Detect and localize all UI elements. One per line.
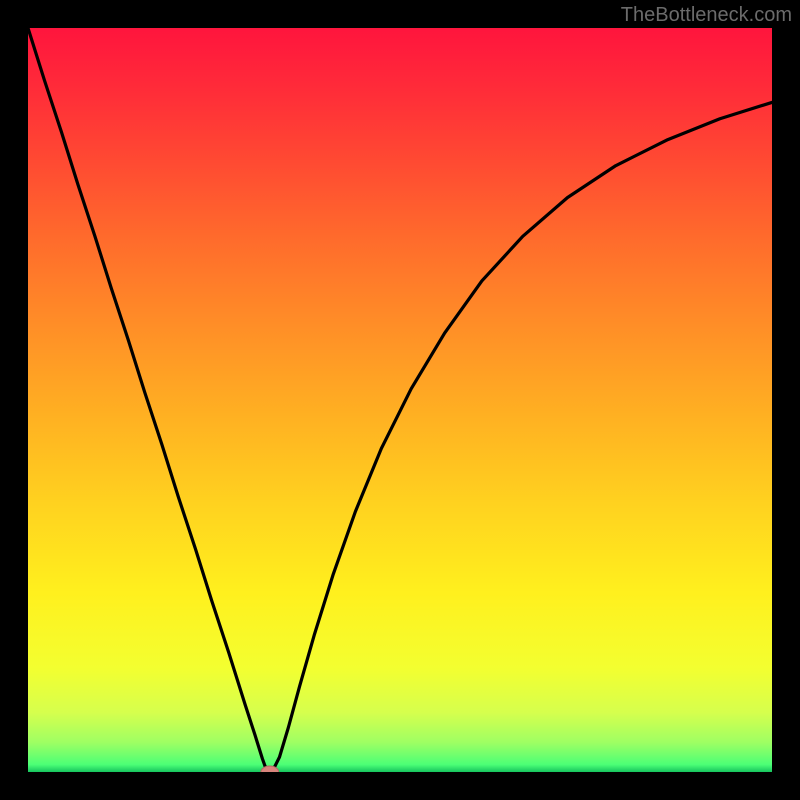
chart-container: TheBottleneck.com xyxy=(0,0,800,800)
watermark-text: TheBottleneck.com xyxy=(621,4,792,27)
plot-background xyxy=(28,28,772,772)
